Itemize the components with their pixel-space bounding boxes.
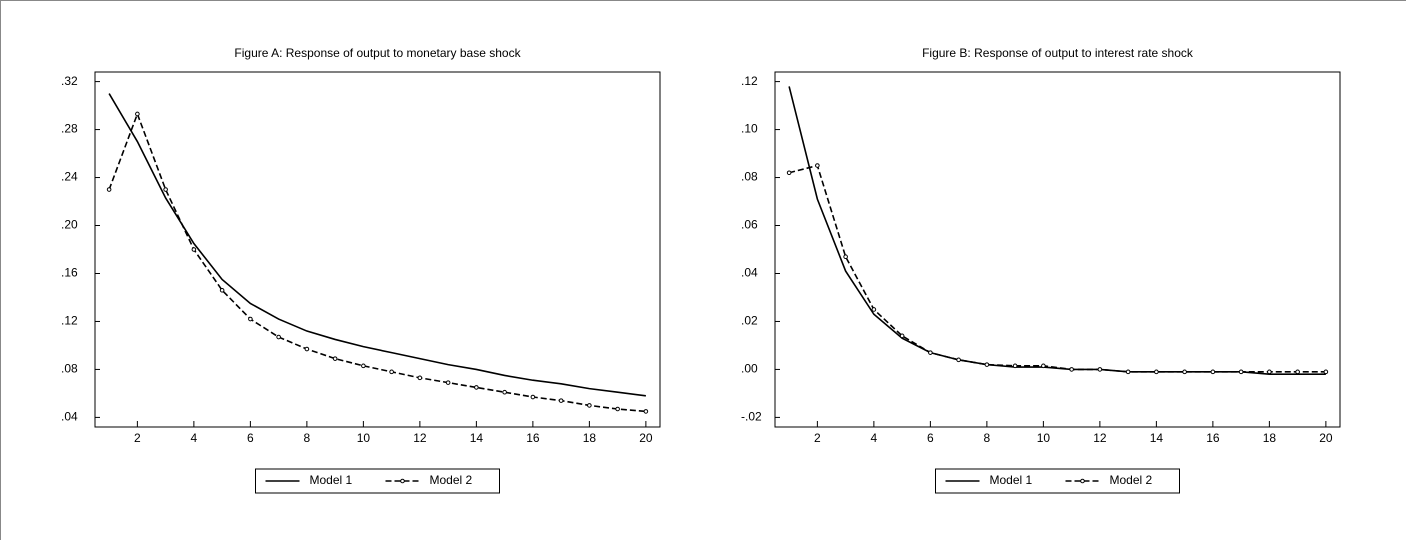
y-tick-label: .06 [741,218,758,232]
x-tick-label: 12 [1093,431,1107,445]
series-marker [871,307,877,312]
series-marker [1041,363,1046,369]
legend-marker [400,478,405,484]
series-line [108,93,646,397]
series-marker [1182,369,1187,375]
series-marker [956,357,961,363]
y-tick-label: .24 [61,170,78,184]
y-tick-label: .00 [741,362,758,376]
series-marker [106,187,112,192]
x-tick-label: 10 [357,431,371,445]
series-marker [191,247,197,252]
x-tick-label: 2 [814,431,821,445]
series-marker [417,375,423,381]
chart-title: Figure A: Response of output to monetary… [234,46,521,60]
series-marker [163,187,168,192]
y-tick-label: .10 [741,122,758,136]
series-marker [843,254,848,259]
series-marker [815,163,820,168]
y-tick-label: .02 [741,314,758,328]
x-tick-label: 2 [134,431,141,445]
x-tick-label: 8 [984,431,991,445]
x-tick-label: 14 [1150,431,1164,445]
legend-label: Model 1 [310,473,353,487]
series-marker [332,356,338,361]
y-tick-label: .08 [741,170,758,184]
series-marker [1125,369,1131,375]
y-tick-label: .08 [61,362,78,376]
series-marker [1238,369,1244,375]
y-tick-label: .32 [61,74,78,88]
series-marker [530,394,536,400]
plot-frame [774,71,1341,428]
x-tick-label: 16 [1206,431,1220,445]
series-marker [219,287,225,293]
x-tick-label: 18 [583,431,597,445]
y-tick-label: .04 [741,266,758,280]
series-marker [304,346,310,352]
series-marker [615,406,620,412]
series-marker [1210,369,1216,375]
chart-title: Figure B: Response of output to interest… [922,46,1194,60]
legend-label: Model 1 [990,473,1033,487]
series-marker [248,316,253,322]
x-tick-label: 12 [413,431,427,445]
series-line [788,86,1326,376]
series-marker [135,111,140,117]
x-tick-label: 4 [191,431,198,445]
legend-label: Model 2 [1110,473,1153,487]
x-tick-label: 18 [1263,431,1277,445]
series-marker [1154,369,1159,375]
series-marker [502,389,507,395]
x-tick-label: 16 [526,431,540,445]
series-line [108,111,646,413]
series-marker [361,363,366,369]
x-tick-label: 8 [304,431,311,445]
series-marker [928,350,933,355]
y-tick-label: .28 [61,122,78,136]
legend-label: Model 2 [430,473,473,487]
plot-frame [94,71,661,428]
y-tick-label: .12 [61,314,78,328]
series-marker [1012,363,1018,369]
series-marker [984,362,990,367]
x-tick-label: 6 [247,431,254,445]
series-marker [643,409,649,414]
y-tick-label: .20 [61,218,78,232]
y-tick-label: -.02 [741,410,762,424]
legend-marker [1080,478,1085,484]
series-marker [474,385,479,390]
series-marker [276,334,281,340]
series-marker [445,380,451,385]
x-tick-label: 4 [871,431,878,445]
x-tick-label: 10 [1037,431,1051,445]
x-tick-label: 20 [1319,431,1333,445]
series-marker [1267,369,1272,375]
series-marker [1097,367,1103,372]
series-marker [587,403,592,408]
y-tick-label: .12 [741,74,758,88]
series-marker [1295,369,1300,375]
series-marker [558,398,564,403]
series-marker [1069,367,1074,372]
x-tick-label: 14 [470,431,484,445]
series-marker [786,170,792,176]
y-tick-label: .16 [61,266,78,280]
series-marker [389,369,394,375]
series-marker [1323,369,1329,375]
series-marker [899,333,905,339]
series-line [788,164,1326,373]
y-tick-label: .04 [61,410,78,424]
x-tick-label: 6 [927,431,934,445]
x-tick-label: 20 [639,431,653,445]
